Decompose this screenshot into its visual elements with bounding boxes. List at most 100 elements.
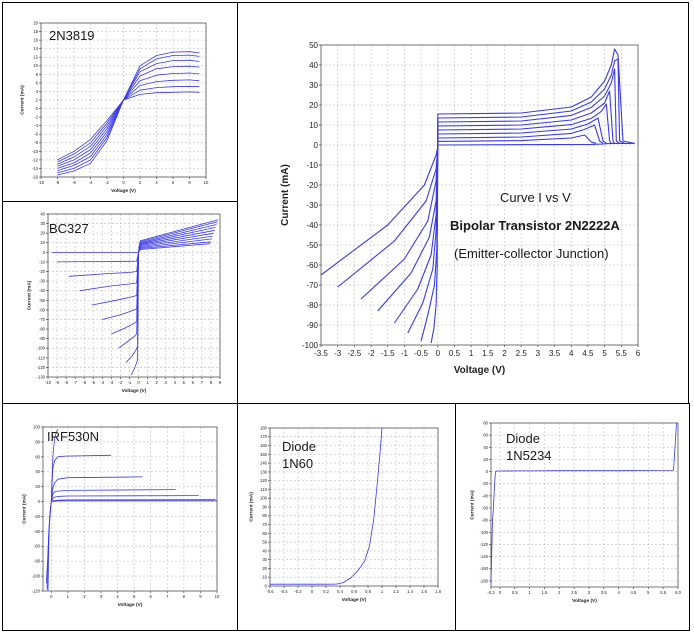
x-tick-label: 8 — [210, 380, 213, 385]
y-tick-label: -100 — [37, 346, 46, 351]
y-tick-label: 60 — [262, 531, 267, 536]
y-tick-label: 0 — [265, 583, 268, 588]
x-tick-label: 4 — [116, 594, 119, 599]
y-tick-label: 0 — [314, 141, 319, 150]
series-line — [57, 65, 200, 169]
y-tick-label: -100 — [480, 530, 489, 535]
chart-irf530n: 0 1 2 3 4 5 6 7 8 9 10 -120 -100 -80 -60 -40 -20 0 20 40 60 8… — [21, 424, 220, 608]
x-tick-label: -10 — [45, 380, 52, 385]
x-tick-label: -9 — [55, 380, 59, 385]
series-line — [102, 232, 214, 320]
y-tick-label: 160 — [260, 443, 268, 448]
x-tick-label: 3.5 — [549, 349, 561, 358]
x-tick-label: 3 — [536, 349, 541, 358]
x-axis-label: Voltage (V) — [342, 597, 367, 603]
y-tick-label: -80 — [482, 518, 489, 523]
x-tick-label: 8 — [188, 180, 191, 185]
panel-2n2222a: -3.5 -3 -2.5 -2 -1.5 -1 -0.5 0 0.5 1 1.5 2 2.5 3 3.5 4 4… — [237, 2, 689, 404]
panel-1n60: -0.6 -0.4 -0.2 0 0.2 0.4 0.6 0.8 1 1.2 1.4 1.6 1.8 0 1… — [237, 403, 456, 631]
x-tick-label: 2.5 — [571, 590, 577, 595]
x-tick-label: 2 — [83, 594, 86, 599]
chart-2n3819: -10 -8 -6 -4 -2 0 2 4 6 8 10 -16 -14 -12 -10 -8 -6 -4 -2 0 2… — [19, 20, 209, 194]
y-tick-label: -60 — [482, 506, 489, 511]
plot-frame — [320, 44, 639, 346]
y-tick-label: 140 — [260, 461, 268, 466]
y-axis-label: Current (mA) — [19, 85, 25, 115]
x-tick-label: 7 — [166, 594, 169, 599]
y-tick-label: -8 — [34, 140, 38, 145]
x-tick-label: 0.8 — [365, 589, 371, 594]
y-tick-label: 150 — [260, 452, 268, 457]
y-tick-label: -60 — [39, 307, 46, 312]
x-tick-label: -2 — [105, 180, 109, 185]
y-tick-label: -16 — [32, 174, 39, 179]
plot-frame — [269, 427, 439, 587]
y-tick-label: -60 — [34, 544, 41, 549]
y-tick-label: -40 — [39, 288, 46, 293]
y-tick-label: -10 — [32, 149, 39, 154]
plot-frame — [42, 426, 218, 592]
x-tick-label: 9 — [199, 594, 202, 599]
series-line — [420, 124, 604, 342]
x-tick-label: 5 — [647, 590, 650, 595]
series-line — [57, 79, 200, 165]
x-tick-label: 5 — [602, 349, 607, 358]
y-axis-label: Current (mA) — [21, 494, 27, 524]
series-line — [270, 427, 383, 585]
y-tick-label: -100 — [302, 341, 319, 350]
x-tick-label: 1 — [381, 589, 384, 594]
y-tick-label: 6 — [36, 80, 39, 85]
y-tick-label: -6 — [34, 132, 38, 137]
y-tick-label: -10 — [39, 259, 46, 264]
y-tick-label: 40 — [309, 61, 318, 70]
x-tick-label: 7 — [201, 380, 204, 385]
y-tick-label: 50 — [309, 41, 318, 50]
y-tick-label: 10 — [33, 63, 38, 68]
series-line — [57, 54, 200, 174]
chart-1n5234: -0.3 0 0.5 1 1.5 2 2.5 3 3.5 4 4.5 5 5.5 6.0 -180 -160 -… — [469, 420, 681, 604]
y-tick-label: -12 — [32, 157, 39, 162]
y-tick-label: -120 — [32, 588, 41, 593]
x-tick-label: -3.5 — [314, 349, 328, 358]
x-tick-label: 1.5 — [542, 590, 548, 595]
x-tick-label: 6 — [636, 349, 641, 358]
series-line — [437, 142, 635, 146]
x-tick-label: 0.4 — [337, 589, 343, 594]
series-line — [50, 489, 176, 502]
y-tick-label: 130 — [260, 469, 268, 474]
x-tick-label: -1.5 — [381, 349, 395, 358]
y-axis-label: Current (mA) — [469, 490, 475, 520]
plot-frame — [490, 422, 679, 588]
x-tick-label: 4 — [174, 380, 177, 385]
series-line — [407, 117, 607, 334]
series-line — [50, 476, 143, 502]
x-tick-label: 2 — [502, 349, 507, 358]
x-tick-label: -0.5 — [414, 349, 428, 358]
x-axis-label: Voltage (V) — [454, 365, 505, 376]
x-tick-label: 1.2 — [393, 589, 399, 594]
x-tick-label: 1 — [528, 590, 531, 595]
y-tick-label: -160 — [480, 566, 489, 571]
x-tick-label: 10 — [204, 180, 209, 185]
y-tick-label: -4 — [34, 123, 38, 128]
x-tick-label: 2 — [139, 180, 142, 185]
y-tick-label: 180 — [260, 425, 268, 430]
y-tick-label: 16 — [33, 38, 38, 43]
y-tick-label: -110 — [37, 355, 46, 360]
x-tick-label: 3 — [588, 590, 591, 595]
y-tick-label: 60 — [35, 454, 40, 459]
series-line — [57, 221, 218, 263]
y-tick-label: -20 — [34, 514, 41, 519]
y-axis-label: Current (mA) — [280, 164, 291, 226]
x-tick-label: 0.5 — [449, 349, 461, 358]
y-tick-label: -10 — [306, 161, 318, 170]
y-tick-label: 170 — [260, 434, 268, 439]
x-tick-label: -4 — [100, 380, 104, 385]
x-tick-label: -0.4 — [280, 589, 288, 594]
series-line — [57, 91, 200, 161]
y-tick-label: -140 — [480, 554, 489, 559]
x-tick-label: 10 — [215, 594, 220, 599]
x-tick-label: 1 — [67, 594, 70, 599]
x-tick-label: 1.4 — [407, 589, 413, 594]
series-line — [51, 219, 219, 253]
